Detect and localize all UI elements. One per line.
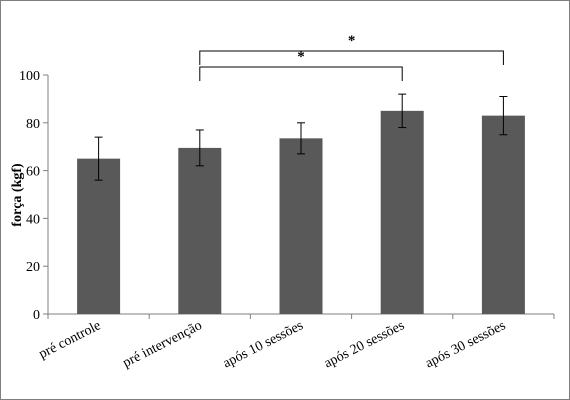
x-tick-label: pré controle (37, 318, 104, 362)
y-axis-label: força (kgf) (10, 163, 25, 227)
significance-star: * (348, 33, 356, 49)
x-tick-label: pré intervenção (121, 318, 205, 371)
y-tick-label: 20 (26, 260, 40, 275)
y-tick-label: 40 (26, 212, 40, 227)
x-tick-label: após 30 sessões (423, 318, 508, 371)
bar (77, 158, 121, 314)
bar (481, 115, 525, 314)
axes: 0 20 40 60 80 100 (19, 69, 555, 323)
error-bars (94, 93, 508, 181)
significance-star: * (297, 49, 305, 65)
x-tick-label: após 20 sessões (322, 318, 407, 371)
axis-labels: pré controle pré intervenção após 10 sessõ… (37, 318, 509, 371)
x-tick-label: após 10 sessões (221, 318, 306, 371)
significance-brackets: ** (199, 33, 504, 81)
bar (380, 110, 424, 314)
significance-bracket (199, 50, 504, 65)
significance-bracket (199, 66, 403, 81)
y-tick-label: 100 (19, 69, 40, 84)
y-tick-label: 80 (26, 117, 40, 132)
bar (279, 138, 323, 314)
bar (178, 147, 222, 314)
y-tick-label: 60 (26, 165, 40, 180)
y-tick-label: 0 (33, 308, 40, 323)
bars (77, 110, 525, 314)
